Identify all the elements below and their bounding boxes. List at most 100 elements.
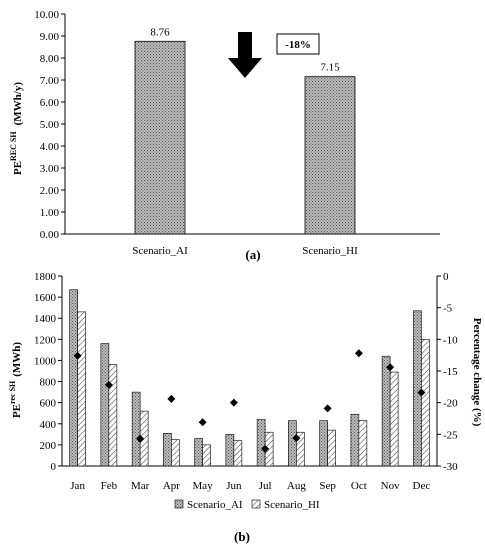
chart-b-bar-scenario-hi <box>389 371 399 467</box>
chart-b-category-label: Feb <box>101 480 118 492</box>
chart-a-y-tick-label: 6.00 <box>40 97 60 109</box>
chart-b-bar-scenario-ai <box>256 419 266 467</box>
chart-b-category-label: Aug <box>287 480 306 492</box>
chart-b-bar-scenario-hi <box>108 364 118 467</box>
chart-b-bar-scenario-ai <box>225 434 235 467</box>
chart-b-category-label: Oct <box>351 480 367 492</box>
chart-b-percentage-point <box>292 434 301 443</box>
chart-a-bars <box>134 40 356 235</box>
chart-b-bar-scenario-ai <box>131 391 141 467</box>
chart-a-category-labels: Scenario_AI Scenario_HI <box>132 245 358 257</box>
chart-b-y2-tick-label: -25 <box>443 429 458 441</box>
chart-b-ylabel-main: PE <box>11 404 23 418</box>
chart-a-y-tick-label: 4.00 <box>40 141 60 153</box>
chart-b-y2-ticks: 0 -5 -10 -15 -20 -25 -30 <box>437 271 458 473</box>
chart-b-percentage-point <box>354 349 363 358</box>
chart-b-bar-scenario-hi <box>171 439 180 467</box>
chart-a-ylabel-sup: REC SH <box>9 131 18 161</box>
chart-b-y-tick-label: 600 <box>40 398 57 410</box>
chart-b-y-ticks: 0 200 400 600 800 1000 1200 1400 1600 1800 <box>34 271 62 473</box>
chart-b-y-tick-label: 1800 <box>34 271 57 283</box>
chart-b-bar-scenario-ai <box>163 432 172 467</box>
chart-b-category-labels: Jan Feb Mar Apr May Jun Jul Aug Sep Oct Nov Dec <box>70 480 430 492</box>
chart-a-data-label: 8.76 <box>150 26 170 38</box>
chart-b-ylabel-sup: rec SH <box>8 380 17 404</box>
chart-b-category-label: Sep <box>319 480 336 492</box>
chart-b-legend: Scenario_AI Scenario_HI <box>174 499 320 511</box>
chart-b-y2-tick-label: 0 <box>443 271 449 283</box>
chart-b-category-label: Jan <box>70 480 85 492</box>
chart-a-y-tick-label: 5.00 <box>40 119 60 131</box>
chart-b-ylabel-unit: (MWh) <box>11 342 23 377</box>
chart-b-panel-label: (b) <box>234 529 250 544</box>
legend-swatch-scenario-ai <box>174 499 184 509</box>
chart-b-bar-scenario-ai <box>288 420 297 467</box>
chart-b-y-tick-label: 200 <box>40 440 57 452</box>
chart-a-category-label: Scenario_AI <box>132 245 188 257</box>
chart-a-ylabel: PEREC SH (MWh/y) <box>9 82 24 175</box>
chart-b-bar-scenario-ai <box>381 355 391 467</box>
legend-label-scenario-hi: Scenario_HI <box>264 499 320 511</box>
chart-b-percentage-points <box>73 349 426 453</box>
chart-b-y-tick-label: 1400 <box>34 313 57 325</box>
chart-b-y-tick-label: 800 <box>40 377 57 389</box>
chart-b-category-label: Jul <box>259 480 272 492</box>
down-arrow-icon <box>228 32 262 78</box>
chart-a-axes <box>64 14 440 235</box>
chart-b-percentage-point <box>104 380 113 389</box>
chart-a-y-tick-label: 7.00 <box>40 75 60 87</box>
chart-b-bar-scenario-ai <box>194 438 203 467</box>
chart-a-y-tick-label: 2.00 <box>40 185 60 197</box>
legend-label-scenario-ai: Scenario_AI <box>187 499 243 511</box>
chart-b-percentage-point <box>136 434 145 443</box>
chart-b-y2label: Percentage change (%) <box>471 318 483 427</box>
chart-b-bar-scenario-hi <box>202 444 211 467</box>
chart-b-bar-scenario-ai <box>100 343 110 467</box>
chart-b-percentage-point <box>323 404 332 413</box>
chart-b-percentage-point <box>73 351 82 360</box>
chart-a-y-tick-label: 3.00 <box>40 163 60 175</box>
chart-a-bar <box>134 40 186 235</box>
chart-b-bar-scenario-ai <box>413 310 422 467</box>
chart-b-bar-scenario-hi <box>77 311 86 467</box>
chart-b-bar-scenario-ai <box>350 413 360 467</box>
chart-a-data-label: 7.15 <box>320 62 340 74</box>
chart-b-category-label: Apr <box>163 480 180 492</box>
chart-b-category-label: Dec <box>413 480 431 492</box>
chart-b-bar-scenario-hi <box>296 431 305 467</box>
chart-b-bars <box>69 289 430 467</box>
chart-a: 0.00 1.00 2.00 3.00 4.00 5.00 6.00 7.00 8.00 9.00… <box>9 9 440 262</box>
chart-b-bar-scenario-ai <box>69 289 78 467</box>
chart-b-y-tick-label: 1200 <box>34 334 57 346</box>
chart-b-category-label: Mar <box>131 480 150 492</box>
chart-b-y-tick-label: 1600 <box>34 292 57 304</box>
chart-a-panel-label: (a) <box>245 247 260 262</box>
chart-b-y-tick-label: 0 <box>51 461 57 473</box>
chart-b-percentage-point <box>386 363 395 372</box>
chart-b-y2-tick-label: -10 <box>443 334 458 346</box>
chart-b-y2-tick-label: -5 <box>443 303 453 315</box>
chart-a-annotation: -18% <box>285 39 311 51</box>
chart-a-y-ticks: 0.00 1.00 2.00 3.00 4.00 5.00 6.00 7.00 8.00 9.00… <box>34 9 65 241</box>
chart-b-bar-scenario-hi <box>358 420 368 467</box>
legend-swatch-scenario-hi <box>251 499 261 509</box>
chart-b-bar-scenario-hi <box>421 339 430 467</box>
chart-b-y-tick-label: 400 <box>40 419 57 431</box>
chart-a-y-tick-label: 10.00 <box>34 9 59 21</box>
chart-b-y2-tick-label: -30 <box>443 461 458 473</box>
chart-b-category-label: Nov <box>381 480 400 492</box>
chart-a-y-tick-label: 0.00 <box>40 229 60 241</box>
chart-b-percentage-point <box>167 394 176 403</box>
chart-b-percentage-point <box>229 398 238 407</box>
chart-b-percentage-point <box>198 418 207 427</box>
chart-b-category-label: Jun <box>226 480 242 492</box>
chart-b-bar-scenario-ai <box>319 420 328 467</box>
chart-b-y2-tick-label: -15 <box>443 366 458 378</box>
chart-b-percentage-point <box>417 388 426 397</box>
chart-b-ylabel: PErec SH (MWh) <box>8 342 23 418</box>
chart-b-axes <box>61 276 438 467</box>
chart-a-data-labels: 8.76 7.15 <box>150 26 340 73</box>
chart-a-category-label: Scenario_HI <box>302 245 358 257</box>
chart-b-y-tick-label: 1000 <box>34 355 57 367</box>
